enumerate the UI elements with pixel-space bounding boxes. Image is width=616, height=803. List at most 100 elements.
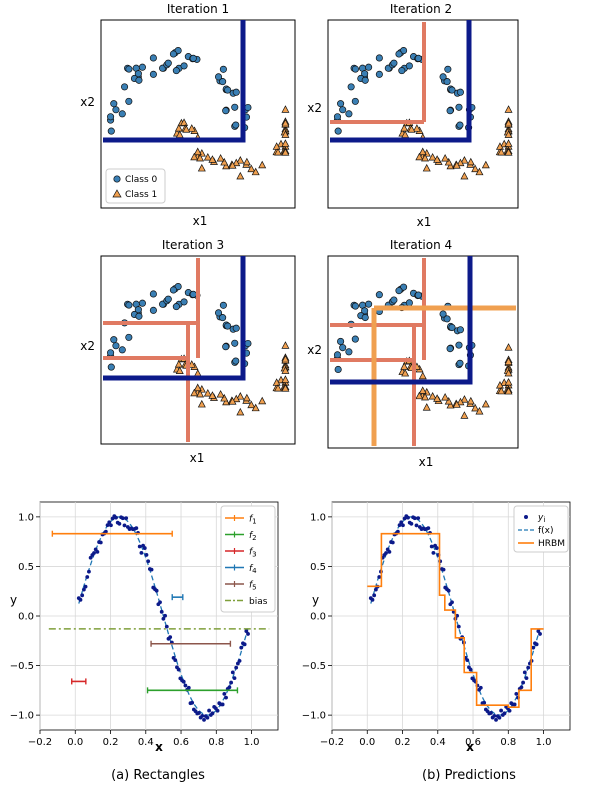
point-class1 [236, 392, 245, 400]
point-class0 [135, 76, 143, 84]
sample-point [207, 708, 212, 713]
series-points [76, 514, 250, 722]
point-class0 [347, 83, 355, 91]
point-class1 [428, 152, 437, 161]
point-class1 [421, 153, 430, 162]
legend: f1 f2 f3 f4 f5 bias [220, 505, 276, 613]
chart-rectangles: −0.2 0.0 0.2 0.4 0.6 0.8 1.0−1.0−0.50.00.51.0 … [10, 501, 279, 783]
sample-point [246, 632, 250, 636]
sample-point [149, 567, 154, 572]
legend-label-class0: Class 0 [125, 175, 158, 185]
x-axis-label: x [155, 740, 163, 754]
point-class1 [504, 343, 513, 351]
y-tick-label: 1.0 [18, 512, 34, 523]
y-tick-label: −0.5 [302, 661, 326, 672]
y-tick-label: 0.5 [18, 562, 34, 573]
point-class1 [421, 392, 430, 401]
point-class1 [242, 393, 251, 402]
point-class0 [375, 54, 383, 62]
point-class0 [390, 59, 398, 67]
point-class0 [390, 296, 398, 304]
point-class1 [466, 157, 475, 166]
point-class0 [405, 62, 413, 70]
x-tick-label: 0.2 [395, 737, 411, 748]
point-class0 [231, 339, 239, 347]
sample-point [222, 691, 227, 696]
sample-point [237, 658, 242, 663]
y-tick-label: 0.5 [310, 562, 326, 573]
point-class1 [460, 395, 469, 403]
sample-point [168, 635, 173, 640]
point-class0 [172, 303, 180, 311]
point-class1 [222, 161, 231, 170]
point-class0 [222, 343, 230, 351]
ticks: −0.2 0.0 0.2 0.4 0.6 0.8 1.0 −1.0 −0.5 0.0 0.5 1.0 [10, 512, 260, 748]
point-class1 [504, 377, 513, 386]
legend-marker-class1 [112, 189, 122, 198]
point-class0 [107, 363, 115, 371]
x-tick-label: 0.8 [208, 737, 224, 748]
point-class1 [441, 392, 450, 401]
point-class0 [164, 59, 172, 67]
point-class1 [236, 171, 245, 180]
point-class0 [244, 103, 252, 112]
sample-point [83, 584, 88, 589]
point-class0 [456, 88, 464, 96]
point-class0 [439, 73, 447, 81]
point-class1 [444, 157, 453, 166]
point-class1 [247, 400, 256, 409]
caption: (b) Predictions [422, 768, 516, 783]
y-axis-label: y [10, 593, 17, 607]
sample-point [384, 551, 388, 555]
sample-point [98, 540, 103, 545]
point-class0 [414, 54, 422, 62]
point-class0 [456, 326, 464, 334]
point-class0 [351, 335, 359, 343]
point-class1 [471, 164, 480, 173]
point-class1 [228, 397, 237, 405]
point-class0 [224, 86, 232, 94]
x-tick-label: 1.0 [536, 737, 552, 748]
sample-point [107, 520, 112, 525]
point-class0 [456, 121, 464, 129]
sample-point [142, 546, 147, 550]
point-class0 [149, 290, 157, 298]
x-tick-label: 0.2 [103, 737, 119, 748]
point-class1 [504, 148, 513, 156]
sample-point [139, 550, 144, 555]
point-class1 [187, 124, 196, 132]
point-class1 [216, 389, 225, 398]
sample-point [499, 708, 504, 713]
point-class0 [405, 299, 413, 307]
point-class0 [361, 307, 369, 315]
sample-point [163, 613, 167, 618]
legend-label: HRBM [538, 539, 565, 549]
sample-point [373, 587, 378, 592]
point-class0 [149, 54, 157, 62]
point-class1 [504, 368, 513, 377]
point-class0 [443, 315, 451, 323]
x-tick-label: −0.2 [320, 737, 344, 748]
point-class0 [398, 67, 406, 75]
point-class0 [448, 323, 456, 332]
sample-point [434, 546, 439, 550]
point-class1 [216, 153, 225, 162]
x-tick-label: 0.8 [500, 737, 516, 748]
sample-point [117, 521, 122, 526]
sample-point [450, 600, 454, 605]
point-class1 [446, 161, 455, 170]
point-class1 [251, 403, 260, 412]
point-class0 [455, 341, 463, 349]
point-class0 [337, 337, 345, 345]
sample-point [377, 575, 382, 579]
point-class0 [224, 322, 232, 330]
point-class1 [418, 147, 427, 156]
point-class0 [180, 298, 188, 306]
point-class0 [118, 346, 126, 354]
point-class1 [272, 142, 281, 150]
sample-point [229, 680, 234, 685]
point-class1 [236, 407, 245, 416]
panel-title: Iteration 1 [167, 2, 229, 16]
legend-label: yi [537, 513, 545, 524]
sample-point [161, 616, 166, 621]
